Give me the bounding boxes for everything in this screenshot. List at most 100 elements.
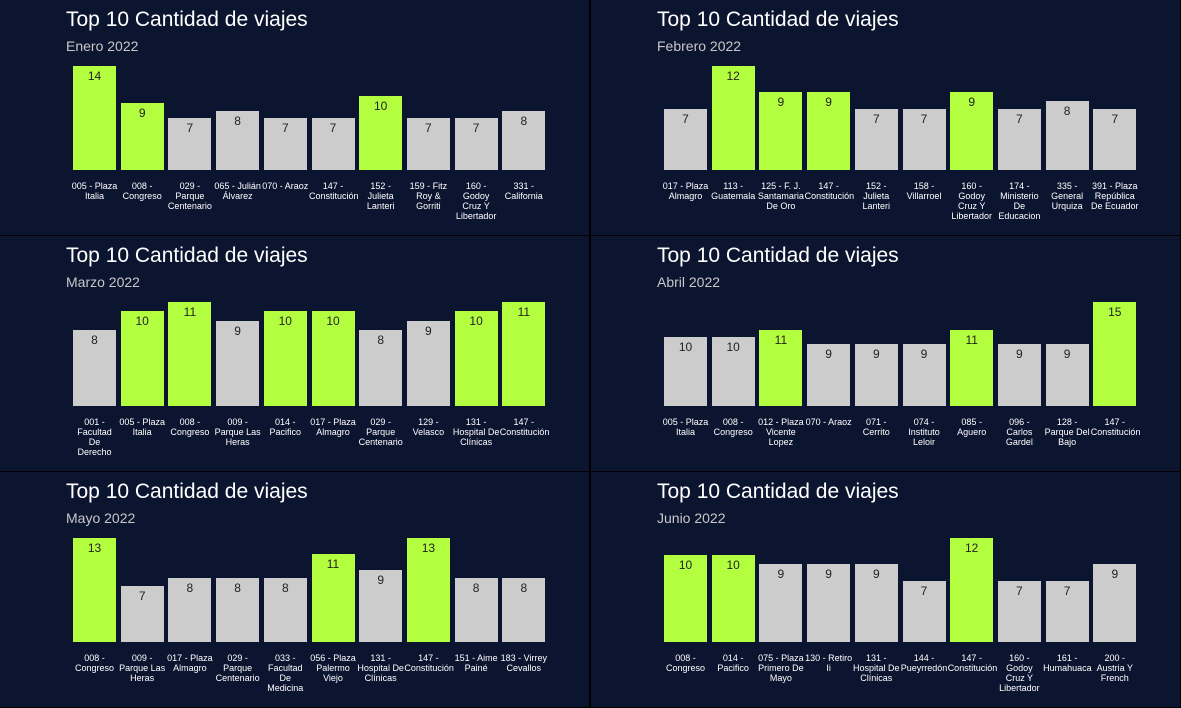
- x-tick-label: 008 - Congreso: [74, 653, 115, 673]
- value-label: 13: [87, 541, 102, 555]
- x-tick-label: 200 - Austria Y French: [1096, 653, 1133, 683]
- value-label: 9: [1063, 346, 1071, 361]
- x-tick-label: 161 - Humahuaca: [1043, 653, 1092, 673]
- value-label: 9: [1016, 346, 1023, 361]
- chart-title: Top 10 Cantidad de viajes: [657, 244, 899, 267]
- value-label: 9: [872, 346, 880, 361]
- x-tick-label: 147 - Constitución: [1090, 417, 1141, 437]
- x-tick-label: 130 - Retiro Ii: [805, 653, 853, 673]
- x-tick-label: 152 - Julieta Lanteri: [862, 181, 891, 211]
- bar: [120, 103, 164, 170]
- bar: [263, 311, 307, 406]
- bar: [807, 343, 851, 406]
- x-tick-label: 131 - Hospital De Clínicas: [853, 653, 900, 683]
- value-label: 7: [1111, 112, 1119, 127]
- bar: [664, 555, 707, 642]
- x-tick-label: 029 - Parque Centenario: [167, 181, 212, 211]
- bar: [997, 343, 1041, 406]
- bar: [854, 343, 898, 406]
- value-label: 11: [774, 332, 788, 347]
- value-label: 10: [726, 558, 740, 573]
- bar: [502, 302, 546, 406]
- bar: [120, 586, 164, 642]
- value-label: 7: [281, 121, 289, 135]
- value-label: 10: [469, 314, 483, 329]
- x-tick-label: 147 - Constitución: [309, 181, 359, 201]
- value-label: 11: [326, 557, 340, 571]
- chart-title: Top 10 Cantidad de viajes: [66, 244, 308, 267]
- bar: [168, 118, 212, 170]
- chart-subtitle: Enero 2022: [66, 38, 139, 54]
- bar: [406, 118, 450, 170]
- bar: [1093, 302, 1137, 406]
- value-label: 12: [965, 541, 979, 555]
- bar: [902, 581, 946, 642]
- x-tick-label: 113 - Guatemala: [711, 181, 756, 201]
- value-label: 9: [777, 567, 785, 581]
- value-label: 14: [87, 69, 102, 83]
- value-label: 7: [472, 121, 480, 135]
- x-tick-label: 147 - Constitución: [804, 181, 855, 201]
- x-tick-label: 009 - Parque Las Heras: [214, 417, 261, 447]
- bar: [997, 581, 1041, 642]
- value-label: 11: [517, 305, 531, 319]
- value-label: 8: [520, 581, 528, 595]
- x-tick-label: 075 - Plaza Primero De Mayo: [758, 653, 804, 683]
- x-tick-label: 174 - Ministerio De Educacion: [998, 181, 1041, 221]
- x-tick-label: 160 - Godoy Cruz Y Libertador: [951, 181, 992, 221]
- x-tick-label: 071 - Cerrito: [862, 417, 890, 437]
- x-tick-label: 335 - General Urquiza: [1051, 181, 1084, 211]
- x-tick-label: 065 - Julián Álvarez: [214, 181, 261, 201]
- chart-subtitle: Abril 2022: [657, 274, 721, 290]
- value-label: 8: [1063, 103, 1071, 118]
- bar: [73, 538, 116, 642]
- bar: [359, 330, 403, 406]
- chart-title: Top 10 Cantidad de viajes: [66, 480, 308, 503]
- value-label: 9: [825, 567, 832, 581]
- bar: [854, 564, 898, 642]
- value-label: 7: [425, 121, 432, 135]
- x-tick-label: 070 - Araoz: [262, 181, 309, 191]
- bar: [359, 570, 403, 642]
- bar: [1093, 564, 1137, 642]
- bar: [902, 109, 946, 170]
- chart-panel: Top 10 Cantidad de viajes Mayo 2022 13 008 …: [0, 472, 589, 707]
- value-label: 8: [520, 113, 528, 128]
- bar: [1093, 109, 1137, 170]
- bar: [406, 320, 450, 406]
- x-tick-label: 096 - Carlos Gardel: [1005, 417, 1033, 447]
- x-tick-label: 009 - Parque Las Heras: [119, 653, 166, 683]
- value-label: 9: [138, 106, 146, 121]
- x-tick-label: 008 - Congreso: [713, 417, 753, 437]
- x-tick-label: 144 - Pueyrredón: [900, 653, 948, 673]
- x-tick-label: 128 - Parque Del Bajo: [1044, 417, 1090, 447]
- value-label: 7: [138, 589, 146, 603]
- x-tick-label: 147 - Constitución: [499, 417, 550, 437]
- x-tick-label: 160 - Godoy Cruz Y Libertador: [999, 653, 1040, 693]
- value-label: 9: [777, 95, 785, 109]
- value-label: 8: [281, 581, 289, 595]
- value-label: 11: [183, 305, 197, 319]
- value-label: 8: [91, 333, 98, 348]
- bar: [759, 329, 803, 406]
- value-label: 7: [920, 112, 928, 127]
- bar: [711, 66, 755, 170]
- value-label: 7: [1016, 584, 1023, 599]
- chart-subtitle: Marzo 2022: [66, 274, 140, 290]
- x-tick-label: 391 - Plaza República De Ecuador: [1091, 181, 1139, 211]
- value-label: 8: [186, 581, 194, 595]
- chart-title: Top 10 Cantidad de viajes: [66, 8, 308, 31]
- bar: [216, 110, 260, 170]
- value-label: 10: [278, 314, 292, 329]
- x-tick-label: 017 - Plaza Almagro: [167, 653, 213, 673]
- value-label: 10: [726, 339, 740, 354]
- bar: [73, 330, 116, 406]
- chart-title: Top 10 Cantidad de viajes: [657, 8, 899, 31]
- x-tick-label: 056 - Plaza Palermo Viejo: [310, 653, 356, 683]
- x-tick-label: 070 - Araoz: [805, 417, 852, 427]
- bar: [759, 92, 803, 170]
- x-tick-label: 159 - Fitz Roy & Gorriti: [409, 181, 448, 211]
- bar: [664, 336, 707, 406]
- x-tick-label: 129 - Velasco: [412, 417, 445, 437]
- x-tick-label: 001 - Facultad De Derecho: [77, 417, 112, 457]
